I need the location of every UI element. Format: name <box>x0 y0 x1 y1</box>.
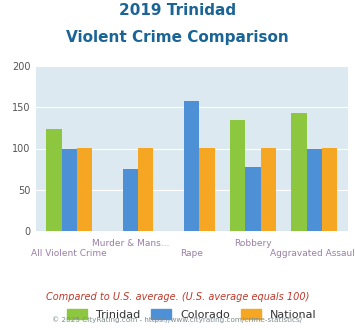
Bar <box>261 148 276 231</box>
Bar <box>200 148 215 231</box>
Text: Compared to U.S. average. (U.S. average equals 100): Compared to U.S. average. (U.S. average … <box>46 292 309 302</box>
Bar <box>46 129 61 231</box>
Bar <box>291 113 307 231</box>
Bar <box>77 148 92 231</box>
Text: All Violent Crime: All Violent Crime <box>31 249 107 258</box>
Bar <box>138 148 153 231</box>
Text: Aggravated Assault: Aggravated Assault <box>270 249 355 258</box>
Legend: Trinidad, Colorado, National: Trinidad, Colorado, National <box>62 305 321 324</box>
Bar <box>307 148 322 231</box>
Bar <box>230 120 245 231</box>
Bar <box>322 148 337 231</box>
Text: Rape: Rape <box>180 249 203 258</box>
Text: 2019 Trinidad: 2019 Trinidad <box>119 3 236 18</box>
Text: © 2025 CityRating.com - https://www.cityrating.com/crime-statistics/: © 2025 CityRating.com - https://www.city… <box>53 317 302 323</box>
Bar <box>123 169 138 231</box>
Bar <box>61 148 77 231</box>
Bar <box>245 167 261 231</box>
Text: Violent Crime Comparison: Violent Crime Comparison <box>66 30 289 45</box>
Text: Robbery: Robbery <box>234 239 272 248</box>
Bar <box>184 101 200 231</box>
Text: Murder & Mans...: Murder & Mans... <box>92 239 169 248</box>
